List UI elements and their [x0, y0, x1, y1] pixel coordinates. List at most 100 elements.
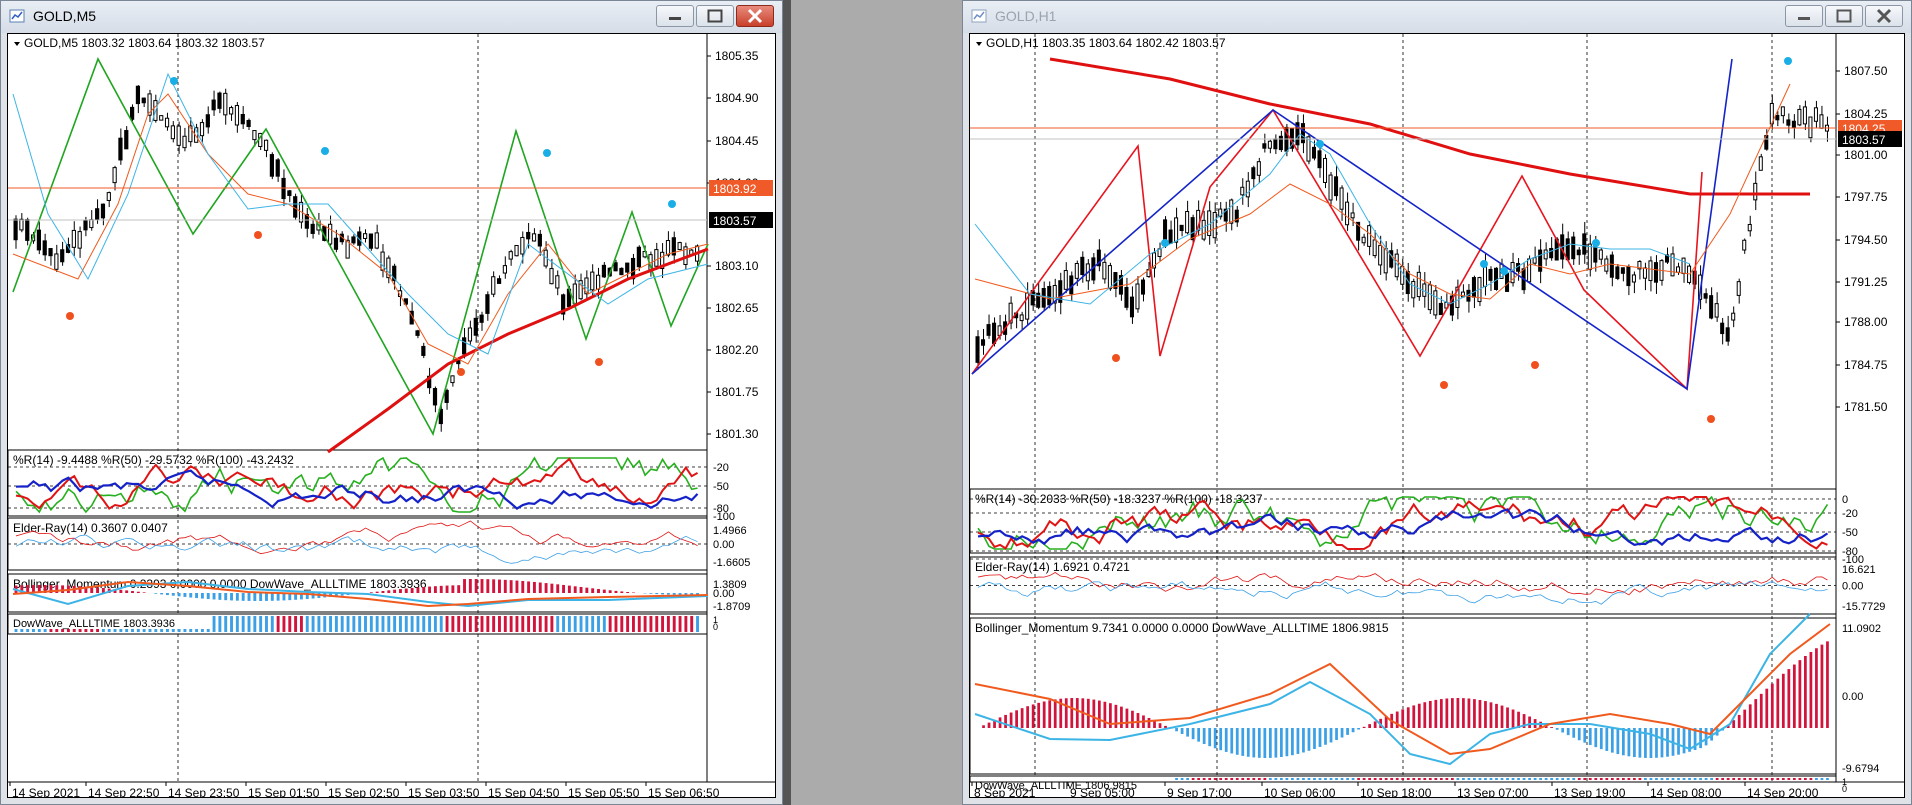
time-label: 10 Sep 18:00 [1360, 786, 1432, 798]
slow-moving-average [327, 247, 709, 454]
wpr-level-label: -20 [713, 462, 729, 474]
candle-body [328, 223, 333, 245]
candle-body [665, 240, 671, 256]
price-level-label: 1802.20 [715, 343, 759, 357]
close-button[interactable] [1865, 5, 1903, 27]
candle-body [1311, 146, 1317, 159]
elder-level-label: 1.4966 [713, 525, 747, 537]
wpr-level-label: -50 [713, 481, 729, 493]
title-bar[interactable]: GOLD,M5 [1, 1, 782, 33]
ask-price-label: 1803.92 [713, 182, 757, 196]
fractal-down-marker [254, 231, 262, 239]
collapse-triangle-icon[interactable] [976, 42, 982, 46]
maximize-button[interactable] [1825, 5, 1863, 27]
candle-body [164, 117, 170, 128]
candle-body [118, 137, 123, 161]
time-label: 8 Sep 2021 [974, 786, 1036, 798]
candle-body [1240, 186, 1245, 196]
minimize-button[interactable] [656, 5, 694, 27]
fractal-up-marker [170, 77, 178, 85]
candle-body [1256, 161, 1261, 176]
elder-level-label: -1.6605 [713, 557, 750, 569]
candle-body [60, 249, 65, 263]
time-label: 13 Sep 07:00 [1457, 786, 1529, 798]
candle-body [223, 92, 228, 116]
candle-body [333, 237, 339, 250]
candle-body [1113, 272, 1118, 289]
candle-body [1185, 210, 1190, 234]
candle-body [1378, 244, 1383, 266]
time-label: 15 Sep 01:50 [248, 786, 320, 798]
maximize-button[interactable] [696, 5, 734, 27]
candle-body [561, 294, 566, 315]
wpr-indicator-label: %R(14) -9.4488 %R(50) -29.5732 %R(100) -… [13, 453, 294, 467]
momentum-level-label: 1.3809 [713, 579, 747, 591]
candle-body [211, 99, 216, 111]
candle-body [1124, 287, 1129, 308]
chart-canvas[interactable]: 1805.351804.901804.451804.001803.101802.… [8, 34, 776, 798]
chart-window-gold-m5[interactable]: GOLD,M5 1805.351804.901804.451804.001803… [0, 0, 783, 805]
candle-body [1703, 293, 1708, 299]
candle-body [1069, 275, 1074, 295]
candle-body [1615, 266, 1620, 279]
title-bar[interactable]: GOLD,H1 [963, 1, 1911, 33]
fractal-down-marker [457, 368, 465, 376]
candle-body [1527, 258, 1532, 283]
dowwave-level-label: 0 [1842, 784, 1847, 794]
wpr-level-label: -80 [1842, 546, 1858, 558]
window-title: GOLD,M5 [33, 8, 97, 24]
candle-body [1449, 295, 1454, 316]
candle-body [182, 135, 187, 149]
candle-body [293, 196, 298, 218]
wpr-level-label: 0 [1842, 494, 1848, 506]
momentum-label: Bollinger_Momentum 0.2393 0.0000 0.0000 … [13, 577, 427, 591]
candle-body [1234, 209, 1239, 223]
candle-body [1174, 217, 1179, 243]
candle-body [1383, 247, 1388, 274]
candle-body [636, 246, 641, 268]
candle-body [42, 240, 47, 256]
candle-body [159, 115, 164, 121]
candle-body [1411, 280, 1416, 299]
candle-body [275, 159, 280, 177]
candle-body [141, 97, 146, 104]
wpr-14-series [977, 495, 1829, 551]
zigzag-blue-line [971, 58, 1733, 391]
price-level-label: 1784.75 [1844, 358, 1888, 372]
candle-body [1460, 291, 1465, 298]
minimize-icon [1798, 17, 1810, 20]
candle-body [531, 233, 537, 242]
candle-body [403, 298, 408, 305]
close-button[interactable] [736, 5, 774, 27]
candle-body [613, 262, 618, 272]
time-label: 10 Sep 06:00 [1264, 786, 1336, 798]
price-level-label: 1781.50 [1844, 400, 1888, 414]
candle-body [1626, 266, 1631, 287]
candle-body [25, 219, 30, 241]
candle-body [1532, 257, 1537, 264]
chart-area[interactable]: 1807.50 1804.25 1801.00 1797.75 1794.50 1791.… [969, 33, 1905, 798]
candle-body [147, 93, 152, 116]
candle-body [1350, 212, 1355, 219]
minimize-button[interactable] [1785, 5, 1823, 27]
candle-body [310, 223, 315, 234]
candle-body [1334, 176, 1339, 197]
candle-body [1140, 279, 1146, 295]
candle-body [1433, 290, 1438, 316]
bid-price-marker [1838, 131, 1902, 147]
price-level-label: 1804.25 [1844, 107, 1888, 121]
candle-body [975, 336, 980, 363]
momentum-signal-line-2 [12, 580, 709, 608]
time-label: 9 Sep 17:00 [1167, 786, 1232, 798]
chart-area[interactable]: 1805.351804.901804.451804.001803.101802.… [7, 33, 776, 798]
candle-body [1587, 243, 1592, 271]
collapse-triangle-icon[interactable] [14, 42, 20, 46]
chart-window-gold-h1[interactable]: GOLD,H1 1807.50 1804.25 1801.00 1797.75 1794… [962, 0, 1912, 805]
time-label: 15 Sep 06:50 [648, 786, 720, 798]
candle-body [124, 130, 129, 150]
candle-body [1008, 302, 1013, 324]
chart-canvas[interactable]: 1807.50 1804.25 1801.00 1797.75 1794.50 1791.… [970, 34, 1905, 798]
candle-body [287, 190, 292, 196]
candle-body [48, 248, 53, 257]
candle-body [660, 251, 665, 269]
